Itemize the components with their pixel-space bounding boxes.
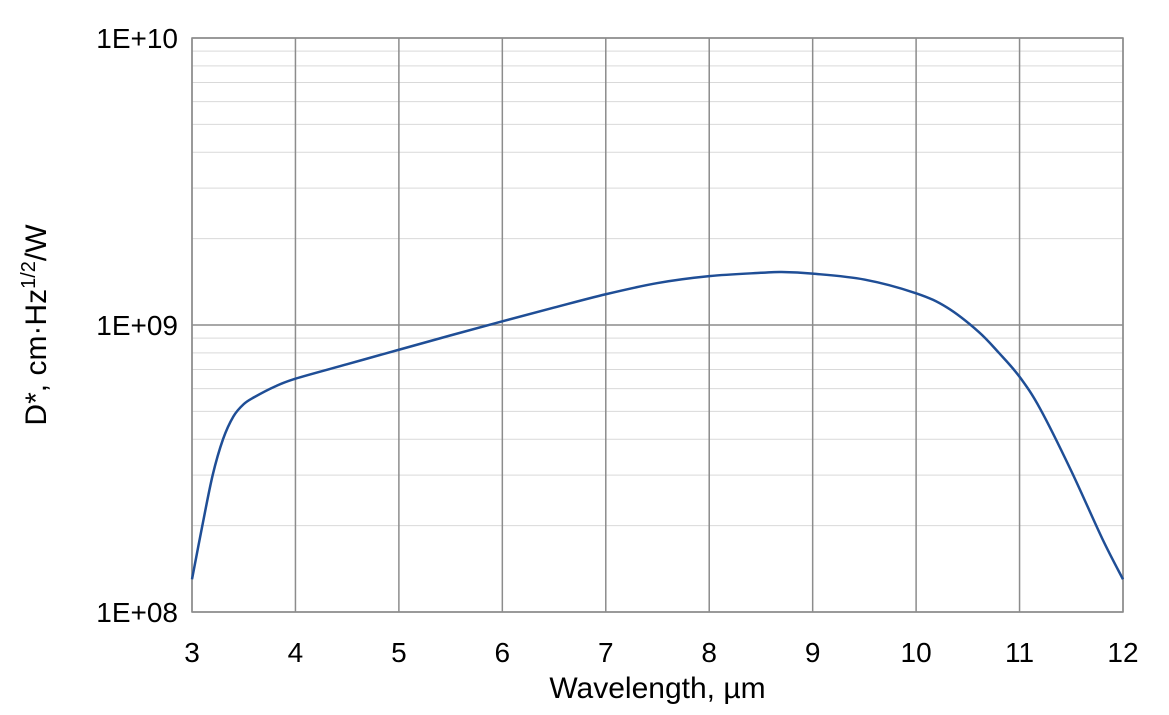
series-line	[190, 270, 1125, 580]
y-axis-label: D*, cm·Hz1/2/W	[18, 224, 53, 426]
y-tick-label: 1E+10	[96, 23, 178, 54]
x-tick-label: 9	[805, 637, 821, 668]
x-tick-label: 7	[598, 637, 614, 668]
x-tick-label: 11	[1005, 637, 1034, 668]
x-tick-label: 8	[701, 637, 717, 668]
x-tick-label: 4	[288, 637, 304, 668]
x-tick-label: 3	[184, 637, 200, 668]
plot-area-border	[191, 37, 1124, 613]
x-tick-labels: 3 4 5 6 7 8 9 10 11 12	[184, 637, 1138, 668]
y-axis-label-prefix: D*, cm·Hz	[20, 289, 53, 426]
y-tick-labels: 1E+08 1E+09 1E+10	[96, 23, 178, 628]
y-axis-label-suffix: /W	[20, 224, 53, 261]
minor-gridlines	[192, 50, 1123, 527]
x-tick-label: 12	[1107, 637, 1138, 668]
x-tick-label: 6	[495, 637, 511, 668]
x-tick-label: 10	[901, 637, 932, 668]
y-tick-label: 1E+08	[96, 597, 178, 628]
y-tick-label: 1E+09	[96, 310, 178, 341]
y-axis-label-superscript: 1/2	[18, 261, 40, 289]
series-layer	[190, 270, 1125, 580]
x-tick-label: 5	[391, 637, 407, 668]
x-axis-label: Wavelength, µm	[549, 672, 765, 705]
